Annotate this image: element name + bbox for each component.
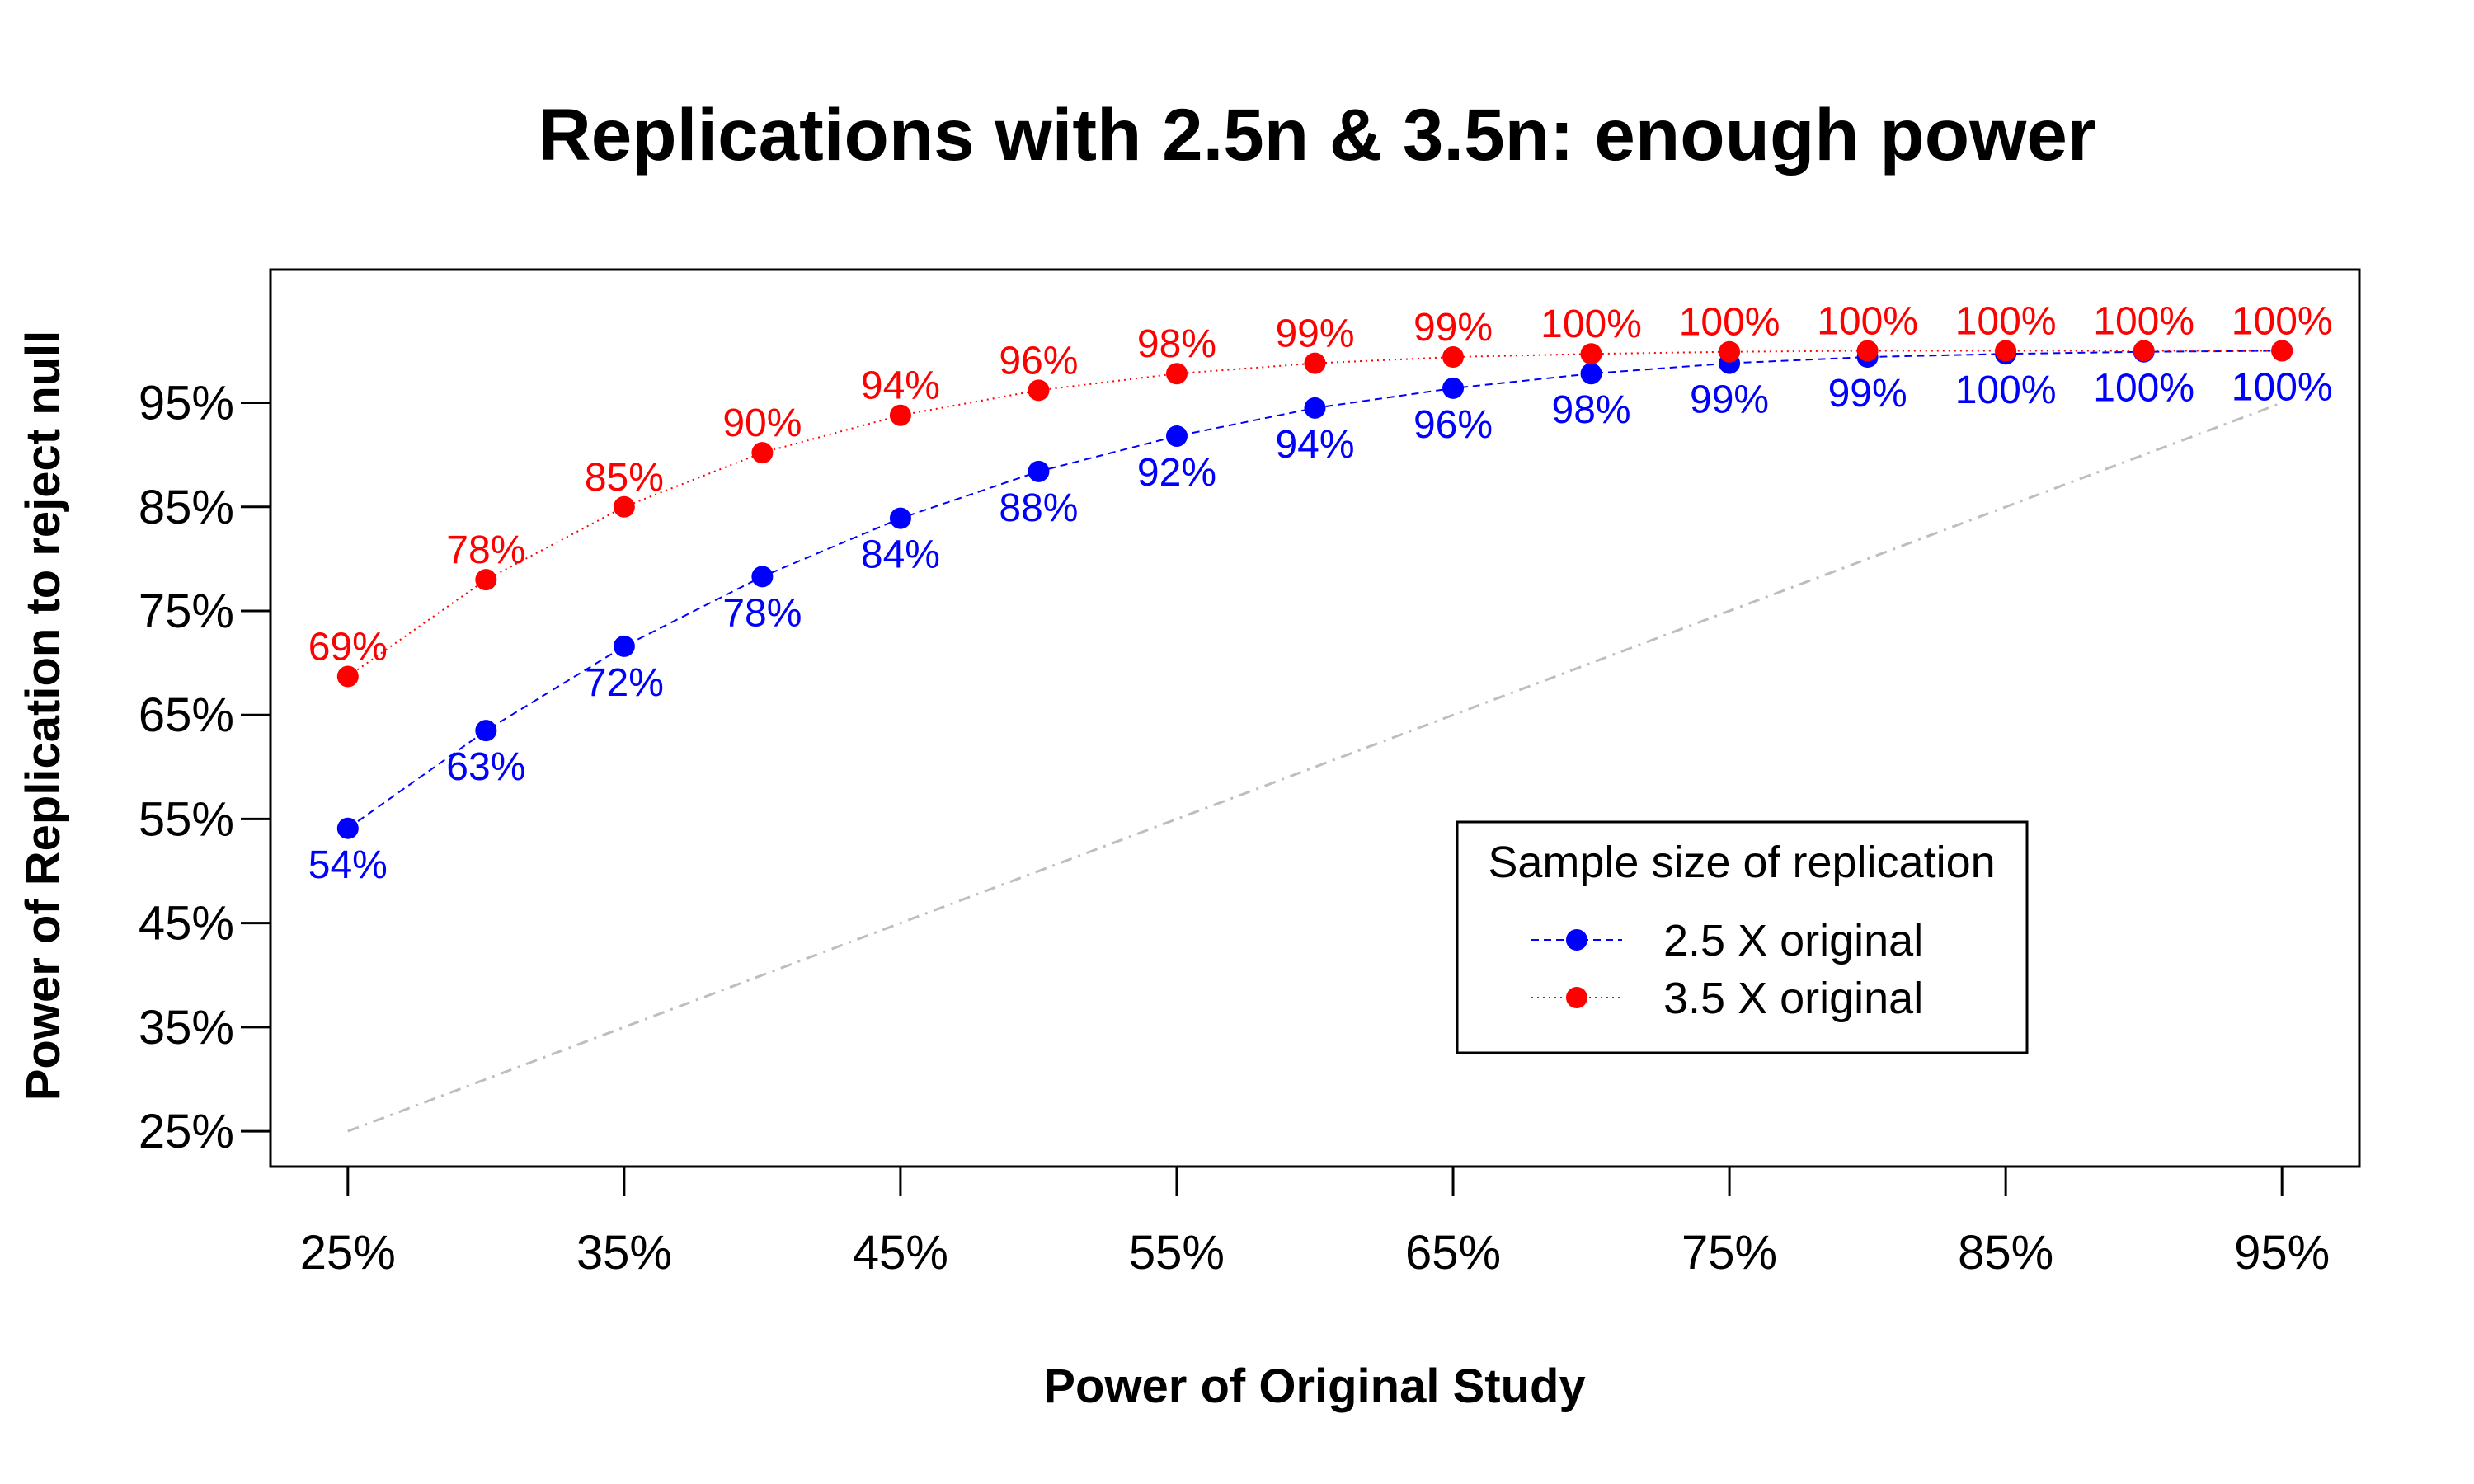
data-point <box>613 635 635 657</box>
data-label: 100% <box>2093 367 2194 411</box>
data-point <box>2133 340 2155 362</box>
x-tick-label: 25% <box>300 1226 396 1280</box>
data-point <box>1165 363 1188 385</box>
y-tick-label: 45% <box>139 897 234 951</box>
data-label: 54% <box>308 843 388 887</box>
x-tick-label: 95% <box>2234 1226 2330 1280</box>
series-2: 69% 78% 85% 90% 94% 96% 98% 99% 99% 100% 100% 100% 1… <box>308 299 2333 688</box>
data-label: 96% <box>999 339 1078 383</box>
data-point <box>1856 340 1879 362</box>
data-point <box>751 566 774 588</box>
data-label: 100% <box>1955 369 2057 412</box>
data-point <box>1304 352 1326 374</box>
reference-diagonal-line <box>347 402 2283 1133</box>
x-tick-label: 65% <box>1405 1226 1501 1280</box>
y-axis: 25% 35% 45% 55% 65% 75% 85% 95% <box>139 377 272 1158</box>
data-point <box>475 569 497 591</box>
x-tick-label: 45% <box>853 1226 948 1280</box>
y-tick-label: 35% <box>139 1001 234 1054</box>
data-point <box>1719 340 1741 363</box>
data-label: 72% <box>585 661 664 705</box>
data-label: 94% <box>861 364 940 408</box>
x-tick-label: 55% <box>1129 1226 1225 1280</box>
data-point <box>336 665 359 688</box>
x-tick-label: 85% <box>1958 1226 2053 1280</box>
legend-label: 3.5 X original <box>1663 974 1923 1023</box>
legend: Sample size of replication 2.5 X origina… <box>1456 820 2029 1054</box>
data-label: 78% <box>446 528 525 572</box>
legend-label: 2.5 X original <box>1663 916 1923 965</box>
data-label: 99% <box>1413 306 1493 350</box>
y-tick-label: 25% <box>139 1105 234 1158</box>
data-label: 100% <box>2232 299 2333 343</box>
legend-marker <box>1566 987 1587 1008</box>
data-point <box>475 720 497 742</box>
y-tick-label: 95% <box>139 377 234 430</box>
series-1: 54% 63% 72% 78% 84% 88% 92% 94% 96% 98% 99% 99% 100%… <box>308 340 2333 887</box>
data-label: 94% <box>1275 423 1354 467</box>
data-point <box>1995 340 2017 362</box>
data-point <box>2271 340 2293 362</box>
data-label: 96% <box>1413 403 1493 447</box>
data-point <box>751 442 774 464</box>
legend-marker <box>1566 929 1587 951</box>
legend-item-2: 3.5 X original <box>1531 974 1923 1023</box>
data-point <box>1442 346 1465 369</box>
data-label: 78% <box>722 591 802 635</box>
data-label: 90% <box>722 402 802 445</box>
data-point <box>336 817 359 839</box>
data-label: 100% <box>1955 299 2057 343</box>
x-tick-label: 75% <box>1681 1226 1777 1280</box>
data-label: 63% <box>446 745 525 789</box>
data-label: 100% <box>2093 299 2194 343</box>
data-point <box>889 507 911 529</box>
data-label: 99% <box>1690 378 1769 422</box>
x-axis: 25% 35% 45% 55% 65% 75% 85% 95% <box>300 1165 2330 1280</box>
legend-item-1: 2.5 X original <box>1531 916 1923 965</box>
legend-box <box>1456 820 2029 1054</box>
y-tick-label: 75% <box>139 585 234 638</box>
data-label: 100% <box>1679 301 1780 345</box>
x-tick-label: 35% <box>576 1226 672 1280</box>
data-point <box>1165 425 1188 447</box>
data-label: 100% <box>1817 299 1918 343</box>
data-label: 69% <box>308 626 388 669</box>
data-label: 85% <box>585 456 664 500</box>
data-label: 98% <box>1137 322 1216 366</box>
series-layer: 54% 63% 72% 78% 84% 88% 92% 94% 96% 98% 99% 99% 100%… <box>308 299 2333 886</box>
data-label: 98% <box>1552 388 1631 432</box>
y-tick-label: 85% <box>139 481 234 534</box>
reference-line-layer <box>347 402 2283 1133</box>
data-point <box>889 404 911 426</box>
data-label: 100% <box>2232 365 2333 409</box>
data-point <box>1442 377 1465 399</box>
data-point <box>1304 397 1326 419</box>
chart-title: Replications with 2.5n & 3.5n: enough po… <box>539 93 2096 176</box>
legend-title: Sample size of replication <box>1488 838 1995 887</box>
data-point <box>1028 379 1050 402</box>
y-tick-label: 55% <box>139 792 234 846</box>
data-label: 92% <box>1137 451 1216 495</box>
data-point <box>1580 363 1602 385</box>
data-point <box>1028 460 1050 482</box>
data-label: 99% <box>1275 312 1354 356</box>
y-axis-label: Power of Replication to reject null <box>16 331 70 1101</box>
data-point <box>613 495 635 518</box>
x-axis-label: Power of Original Study <box>1043 1360 1585 1413</box>
y-tick-label: 65% <box>139 688 234 742</box>
data-label: 84% <box>861 533 940 577</box>
data-label: 88% <box>999 486 1078 530</box>
data-label: 99% <box>1828 372 1907 416</box>
data-point <box>1580 343 1602 365</box>
legend-items: 2.5 X original 3.5 X original <box>1531 916 1923 1023</box>
data-label: 100% <box>1540 303 1642 346</box>
